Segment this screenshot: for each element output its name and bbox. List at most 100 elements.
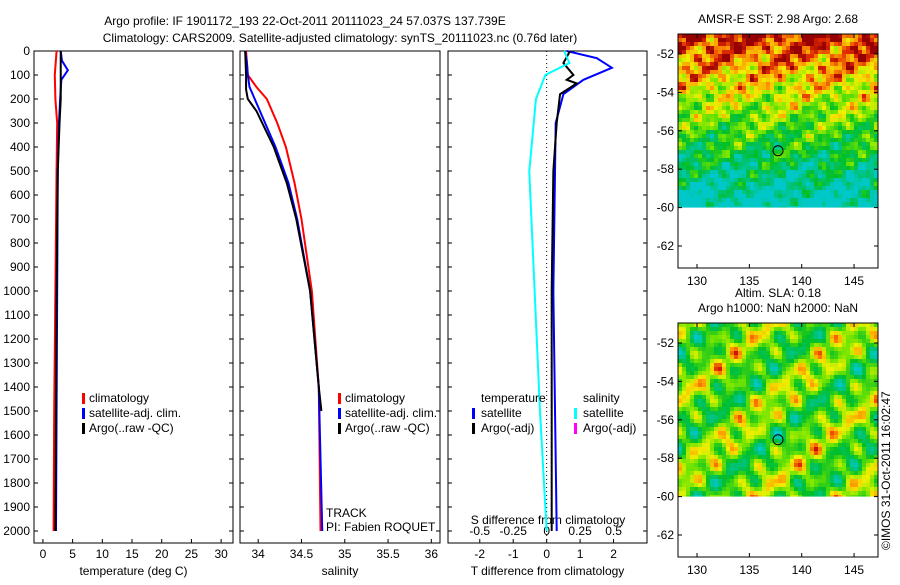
- map-cell: [862, 399, 866, 403]
- map-cell: [678, 471, 682, 475]
- map-cell: [782, 70, 786, 74]
- map-cell: [770, 415, 774, 419]
- map-cell: [806, 182, 810, 186]
- map-cell: [822, 371, 826, 375]
- map-cell: [734, 130, 738, 134]
- map-cell: [790, 122, 794, 126]
- map-cell: [746, 415, 750, 419]
- map-cell: [810, 38, 814, 42]
- map-cell: [842, 58, 846, 62]
- map-cell: [866, 419, 870, 423]
- map-cell: [810, 475, 814, 479]
- map-cell: [826, 355, 830, 359]
- map-cell: [814, 178, 818, 182]
- map-cell: [810, 383, 814, 387]
- map-cell: [870, 198, 874, 202]
- map-cell: [822, 46, 826, 50]
- map-cell: [810, 170, 814, 174]
- map-cell: [770, 447, 774, 451]
- map-cell: [806, 355, 810, 359]
- map-cell: [854, 154, 858, 158]
- map-cell: [706, 138, 710, 142]
- map-cell: [806, 415, 810, 419]
- map-cell: [786, 94, 790, 98]
- map-cell: [734, 447, 738, 451]
- map-cell: [802, 395, 806, 399]
- map-cell: [806, 74, 810, 78]
- map-cell: [858, 335, 862, 339]
- map-cell: [842, 150, 846, 154]
- map-cell: [718, 166, 722, 170]
- map-cell: [854, 198, 858, 202]
- map-cell: [850, 467, 854, 471]
- map-cell: [714, 130, 718, 134]
- map-cell: [798, 387, 802, 391]
- map-cell: [826, 451, 830, 455]
- map-cell: [758, 90, 762, 94]
- map-cell: [702, 118, 706, 122]
- map-cell: [798, 439, 802, 443]
- map-cell: [790, 186, 794, 190]
- map-cell: [762, 419, 766, 423]
- map-cell: [770, 347, 774, 351]
- map-cell: [710, 186, 714, 190]
- map-cell: [850, 138, 854, 142]
- map-cell: [822, 327, 826, 331]
- map-cell: [722, 431, 726, 435]
- legend-label: Argo(..raw -QC): [345, 421, 430, 435]
- map-cell: [794, 375, 798, 379]
- map-cell: [826, 359, 830, 363]
- map-cell: [754, 174, 758, 178]
- map-cell: [738, 86, 742, 90]
- map-cell: [874, 447, 878, 451]
- map-cell: [862, 46, 866, 50]
- map-cell: [690, 66, 694, 70]
- map-cell: [770, 110, 774, 114]
- map-cell: [726, 343, 730, 347]
- map-cell: [698, 435, 702, 439]
- map-cell: [870, 194, 874, 198]
- map-cell: [838, 323, 842, 327]
- map-cell: [862, 347, 866, 351]
- map-cell: [862, 98, 866, 102]
- map-cell: [746, 399, 750, 403]
- map-cell: [730, 102, 734, 106]
- map-cell: [834, 363, 838, 367]
- map-cell: [862, 459, 866, 463]
- map-cell: [854, 383, 858, 387]
- map-cell: [874, 182, 878, 186]
- map-cell: [874, 355, 878, 359]
- map-cell: [850, 146, 854, 150]
- map-cell: [730, 363, 734, 367]
- map-cell: [834, 415, 838, 419]
- map-cell: [750, 74, 754, 78]
- map-cell: [734, 94, 738, 98]
- map-cell: [798, 427, 802, 431]
- map-cell: [678, 106, 682, 110]
- map-cell: [774, 86, 778, 90]
- map-cell: [814, 154, 818, 158]
- map-cell: [694, 403, 698, 407]
- map-cell: [714, 371, 718, 375]
- map-cell: [866, 463, 870, 467]
- map-cell: [850, 34, 854, 38]
- map-cell: [698, 182, 702, 186]
- map-cell: [830, 367, 834, 371]
- map-cell: [778, 174, 782, 178]
- y-tick-label: 800: [10, 236, 30, 250]
- map-cell: [730, 455, 734, 459]
- map-cell: [766, 395, 770, 399]
- map-cell: [758, 206, 762, 208]
- map-cell: [830, 34, 834, 38]
- map-cell: [802, 202, 806, 206]
- map-cell: [782, 375, 786, 379]
- map-cell: [834, 74, 838, 78]
- map-cell: [790, 359, 794, 363]
- map-cell: [842, 395, 846, 399]
- map-cell: [802, 42, 806, 46]
- map-cell: [794, 166, 798, 170]
- map-cell: [706, 339, 710, 343]
- map-cell: [726, 351, 730, 355]
- map-cell: [798, 146, 802, 150]
- map-cell: [730, 495, 734, 497]
